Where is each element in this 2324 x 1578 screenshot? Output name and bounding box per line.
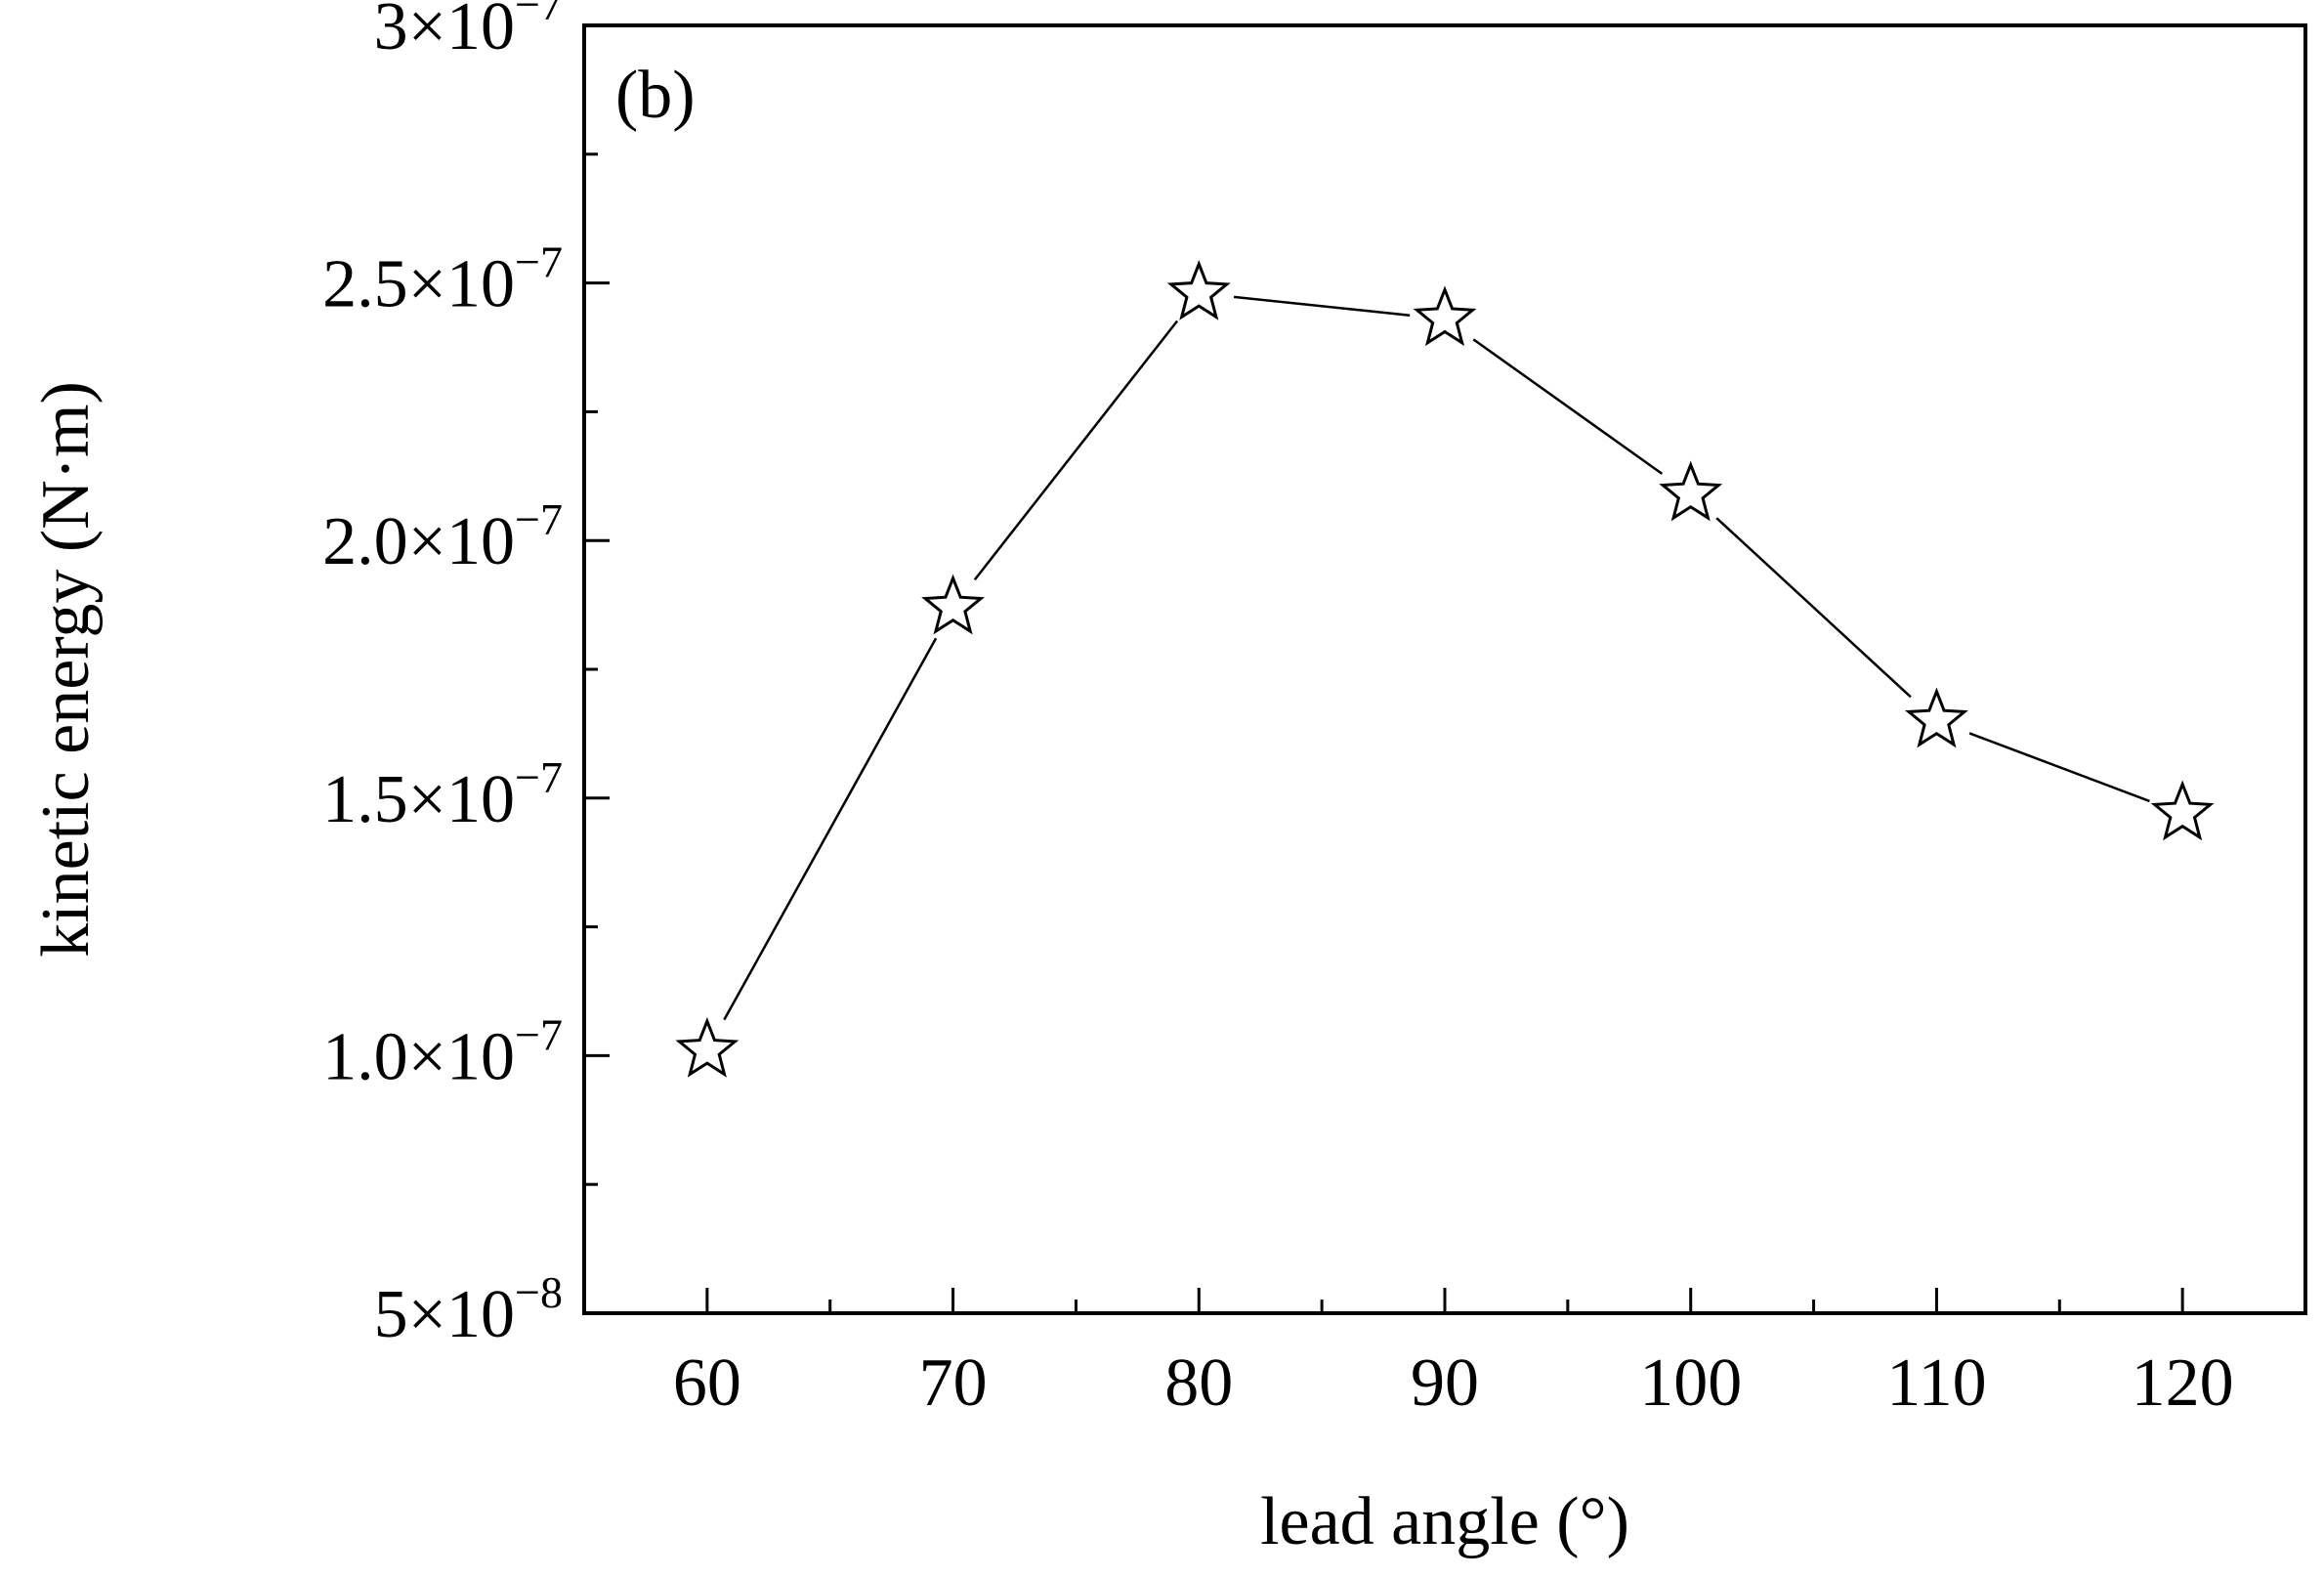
x-tick-label: 100: [1639, 1345, 1742, 1421]
x-axis-title: lead angle (°): [1260, 1484, 1629, 1559]
x-tick-label: 90: [1411, 1345, 1479, 1421]
data-point-star: [1659, 460, 1723, 522]
data-point-star: [1904, 687, 1968, 748]
series-segment: [973, 320, 1179, 581]
x-tick-label: 120: [2132, 1345, 2234, 1421]
series-segment: [723, 637, 938, 1021]
y-tick-label: 5×10−8: [374, 1267, 563, 1352]
y-tick-label: 2.5×10−7: [322, 237, 563, 322]
x-tick-label: 60: [673, 1345, 741, 1421]
data-point-star: [1413, 285, 1477, 347]
panel-label: (b): [615, 58, 696, 133]
series-segment: [1233, 295, 1411, 317]
x-axis-ticks: 60 70 80 90 100 110 120: [673, 1288, 2234, 1421]
series-segment: [1472, 338, 1664, 475]
x-tick-label: 70: [919, 1345, 988, 1421]
series-segment: [1968, 732, 2150, 803]
data-point-star: [921, 574, 986, 635]
data-point-star: [2150, 780, 2215, 841]
y-tick-label: 3×10−7: [374, 0, 563, 64]
series-segment: [1715, 517, 1912, 699]
plot-frame: [582, 23, 2307, 1315]
data-point-star: [675, 1017, 739, 1078]
x-tick-label: 110: [1886, 1345, 1986, 1421]
y-tick-label: 2.0×10−7: [322, 494, 563, 579]
y-tick-label: 1.5×10−7: [322, 752, 563, 837]
x-tick-label: 80: [1164, 1345, 1233, 1421]
data-point-star: [1166, 260, 1231, 320]
y-axis-title: kinetic energy (N·m): [28, 381, 104, 958]
series-layer: [675, 260, 2215, 1078]
y-axis-ticks: 5×10−8 1.0×10−7 1.5×10−7 2.0×10−7 2.5×10−7 3×…: [322, 0, 610, 1352]
y-tick-label: 1.0×10−7: [322, 1009, 563, 1094]
